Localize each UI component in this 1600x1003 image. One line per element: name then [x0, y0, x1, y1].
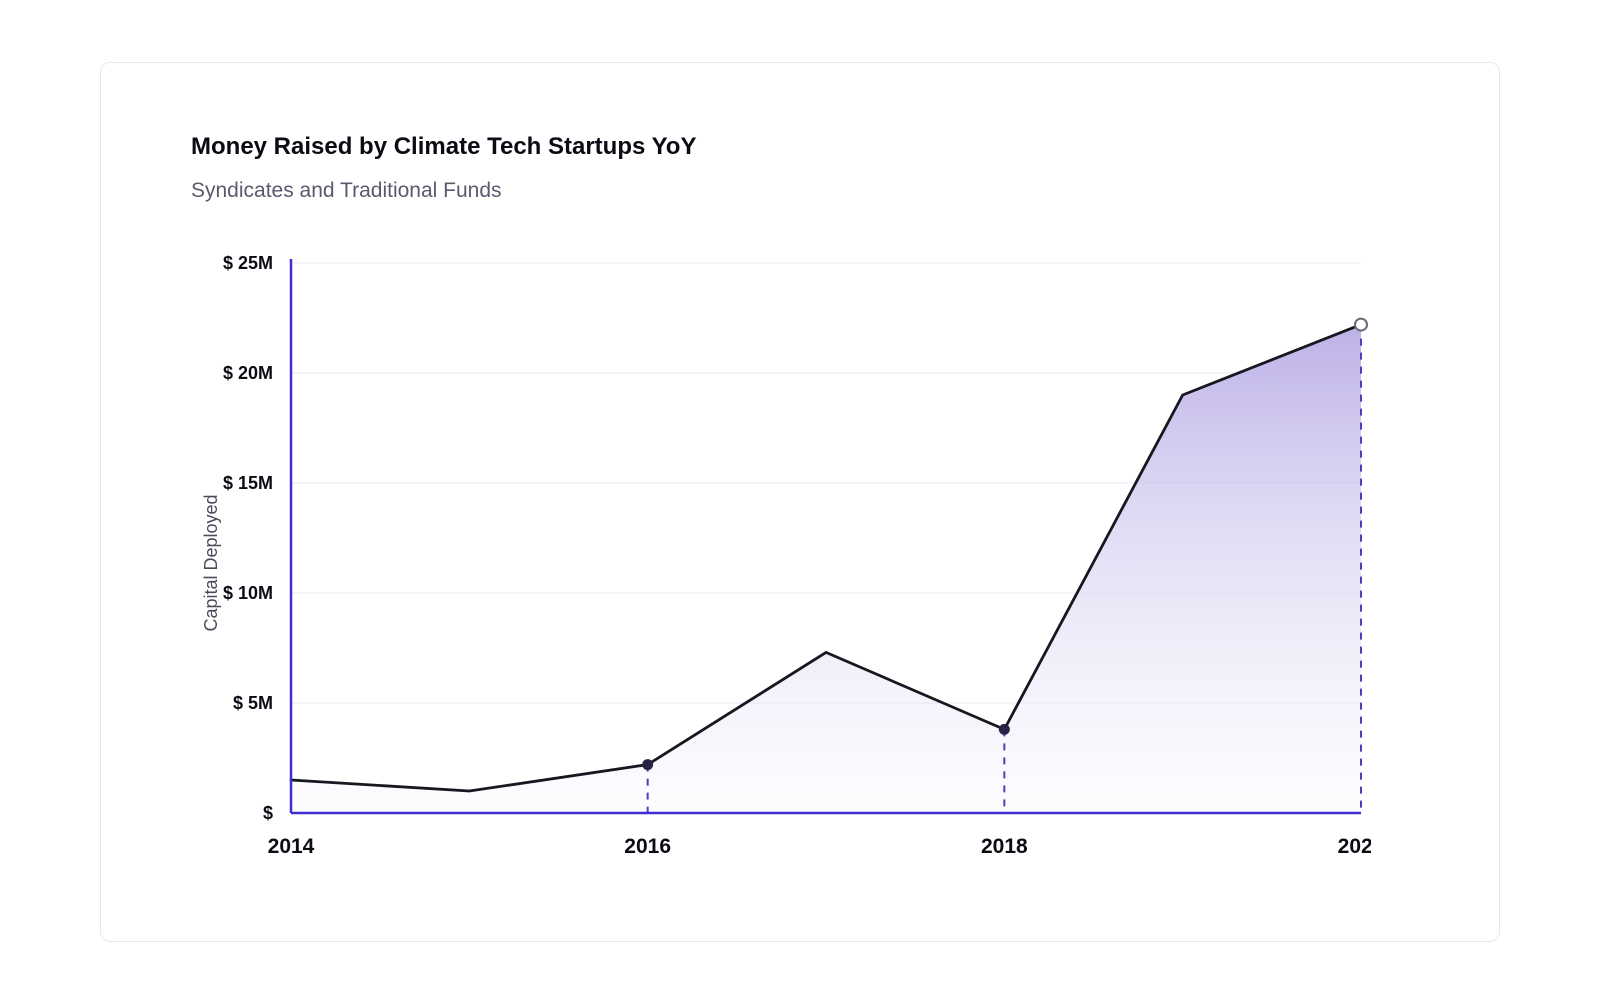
y-tick-label: $ 5M [233, 693, 273, 713]
chart-title: Money Raised by Climate Tech Startups Yo… [191, 133, 1409, 161]
x-tick-label: 2014 [268, 835, 315, 858]
y-tick-label: $ [263, 803, 273, 823]
chart-area: Capital Deployed $ $ 5M $ 10M $ 15M $ 20M $ 2… [191, 253, 1409, 873]
y-tick-label: $ 15M [223, 473, 273, 493]
y-tick-label: $ 10M [223, 583, 273, 603]
data-marker [643, 760, 652, 769]
data-marker [1000, 724, 1009, 733]
chart-subtitle: Syndicates and Traditional Funds [191, 179, 1409, 203]
y-axis-label: Capital Deployed [201, 494, 222, 631]
y-tick-label: $ 25M [223, 253, 273, 273]
chart-svg: $ $ 5M $ 10M $ 15M $ 20M $ 25M 2014 2016 2018 202… [191, 253, 1371, 873]
x-tick-label: 2016 [624, 835, 671, 858]
x-tick-label: 2018 [981, 835, 1028, 858]
y-tick-label: $ 20M [223, 363, 273, 383]
area-fill [291, 324, 1361, 812]
chart-card: Money Raised by Climate Tech Startups Yo… [100, 62, 1500, 942]
x-tick-label: 2020 [1338, 835, 1371, 858]
data-marker [1355, 318, 1367, 330]
